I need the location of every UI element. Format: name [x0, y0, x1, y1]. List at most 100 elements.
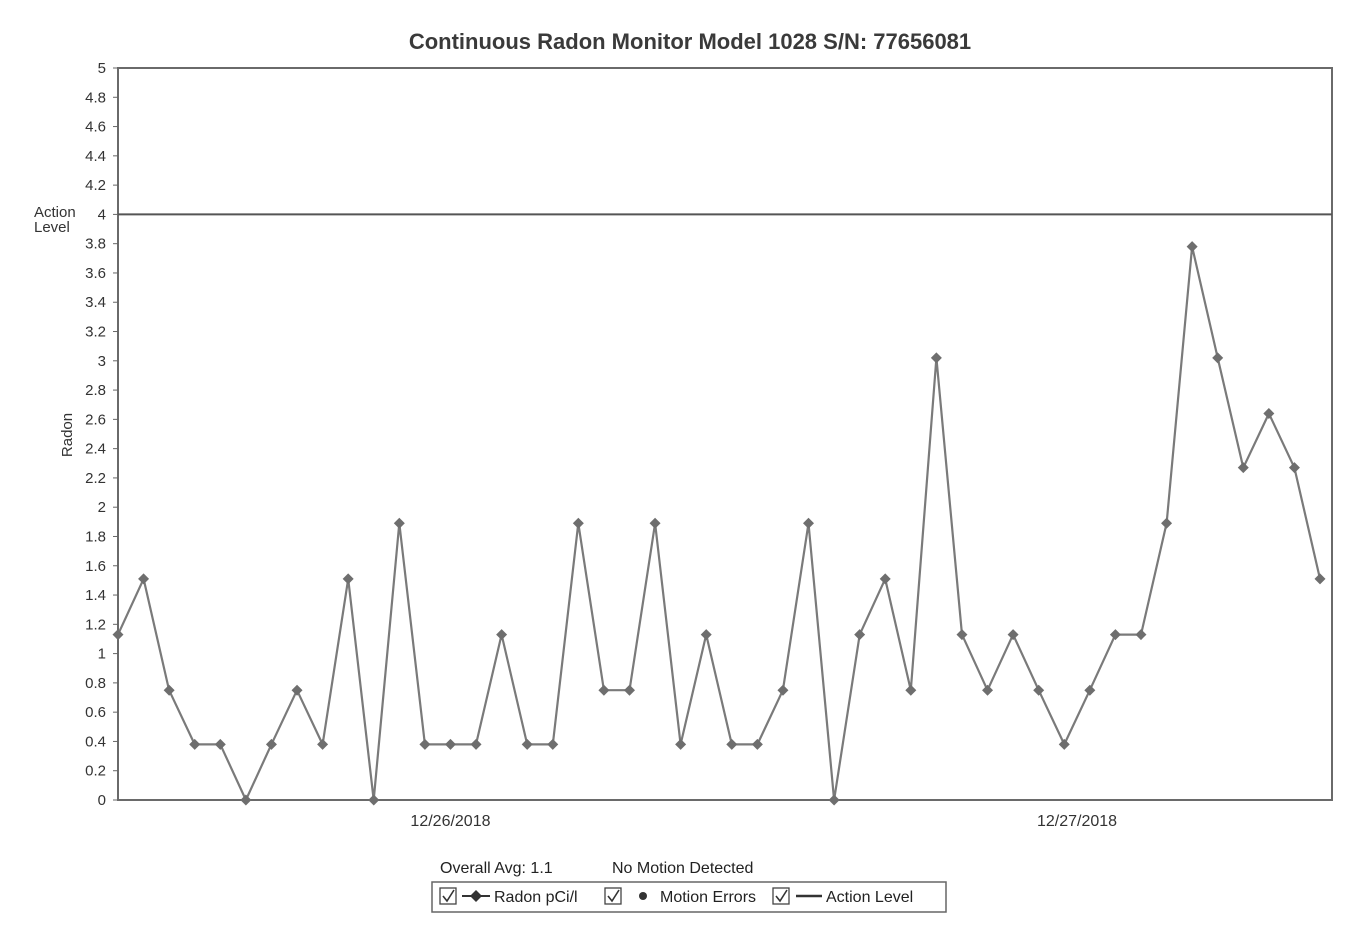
- checkmark-icon: [607, 889, 620, 903]
- radon-data-point: [675, 738, 687, 750]
- radon-data-point: [598, 684, 610, 696]
- y-tick-label: 2: [98, 499, 106, 516]
- radon-data-point: [214, 738, 226, 750]
- radon-data-point: [803, 517, 815, 529]
- radon-data-point: [1237, 462, 1249, 474]
- series-line-group: [117, 245, 1322, 802]
- radon-data-point: [547, 738, 559, 750]
- y-tick-label: 4.2: [85, 177, 106, 194]
- legend-toggle-radon[interactable]: Radon pCi/l: [439, 887, 578, 906]
- radon-data-point: [905, 684, 917, 696]
- dot-marker-icon: [639, 892, 647, 900]
- y-tick-label: 3.6: [85, 265, 106, 282]
- y-tick-label: 3.2: [85, 324, 106, 341]
- radon-data-point: [1288, 462, 1300, 474]
- radon-data-point: [317, 738, 329, 750]
- radon-data-point: [751, 738, 763, 750]
- radon-data-point: [393, 517, 405, 529]
- legend-action-label: Action Level: [826, 889, 913, 906]
- radon-data-point: [265, 738, 277, 750]
- y-tick-label: 3: [98, 353, 106, 370]
- motion-status: No Motion Detected: [612, 860, 753, 877]
- radon-data-point: [1186, 241, 1198, 253]
- y-tick-label: 5: [98, 60, 106, 77]
- radon-data-point: [1314, 573, 1326, 585]
- plot-frame: [117, 67, 1333, 801]
- radon-data-point: [291, 684, 303, 696]
- radon-data-point: [419, 738, 431, 750]
- y-tick-label: 4.8: [85, 89, 106, 106]
- radon-data-point: [444, 738, 456, 750]
- radon-data-point: [189, 738, 201, 750]
- radon-data-point: [1033, 684, 1045, 696]
- radon-data-point: [930, 352, 942, 364]
- radon-series-line: [117, 245, 1322, 802]
- radon-data-point: [112, 629, 124, 641]
- radon-data-point: [854, 629, 866, 641]
- action-level-label-line2: Level: [34, 219, 70, 236]
- y-tick-label: 1.4: [85, 587, 106, 604]
- radon-data-point: [1161, 517, 1173, 529]
- radon-data-point: [240, 794, 252, 806]
- y-tick-label: 4.6: [85, 119, 106, 136]
- y-tick-label: 1.2: [85, 616, 106, 633]
- y-tick-label: 0.4: [85, 733, 106, 750]
- radon-data-point: [726, 738, 738, 750]
- y-ticks: 0 0.2 0.4 0.6 0.8 1 1.2 1.4 1.6 1.8 2 2.2 2.4 2.6 2.8 3…: [85, 60, 118, 809]
- radon-data-point: [777, 684, 789, 696]
- radon-data-point: [521, 738, 533, 750]
- y-tick-label: 1: [98, 646, 106, 663]
- y-tick-label: 0.8: [85, 675, 106, 692]
- radon-data-point: [470, 738, 482, 750]
- y-tick-label: 2.2: [85, 470, 106, 487]
- radon-data-point: [1263, 408, 1275, 420]
- y-tick-label: 3.4: [85, 294, 106, 311]
- series-markers: [112, 241, 1326, 806]
- radon-data-point: [496, 629, 508, 641]
- radon-data-point: [1212, 352, 1224, 364]
- y-tick-label: 1.6: [85, 558, 106, 575]
- x-date-label: 12/27/2018: [1037, 813, 1117, 830]
- x-date-labels: 12/26/2018 12/27/2018: [410, 813, 1117, 830]
- checkmark-icon: [775, 889, 788, 903]
- radon-data-point: [342, 573, 354, 585]
- y-tick-label: 4.4: [85, 148, 106, 165]
- y-tick-label: 2.6: [85, 411, 106, 428]
- y-tick-label: 2.8: [85, 382, 106, 399]
- y-tick-label: 0.6: [85, 704, 106, 721]
- radon-data-point: [163, 684, 175, 696]
- radon-data-point: [138, 573, 150, 585]
- legend-motion-label: Motion Errors: [660, 889, 756, 906]
- action-level-label-line1: Action: [34, 204, 76, 221]
- y-tick-label: 3.8: [85, 236, 106, 253]
- legend: Radon pCi/l Motion Errors Action Level: [431, 881, 947, 913]
- diamond-marker-icon: [470, 890, 482, 902]
- radon-data-point: [572, 517, 584, 529]
- overall-average: Overall Avg: 1.1: [440, 860, 553, 877]
- y-tick-label: 0: [98, 792, 106, 809]
- y-axis-label: Radon: [59, 413, 76, 457]
- y-tick-label: 4: [98, 206, 106, 223]
- radon-data-point: [982, 684, 994, 696]
- radon-data-point: [1135, 629, 1147, 641]
- y-tick-label: 2.4: [85, 441, 106, 458]
- radon-data-point: [1109, 629, 1121, 641]
- legend-toggle-motion[interactable]: Motion Errors: [604, 887, 756, 906]
- checkmark-icon: [442, 889, 455, 903]
- radon-data-point: [700, 629, 712, 641]
- radon-data-point: [879, 573, 891, 585]
- y-tick-label: 1.8: [85, 528, 106, 545]
- radon-data-point: [623, 684, 635, 696]
- legend-radon-label: Radon pCi/l: [494, 889, 578, 906]
- y-tick-label: 0.2: [85, 763, 106, 780]
- radon-data-point: [1084, 684, 1096, 696]
- radon-data-point: [956, 629, 968, 641]
- legend-toggle-action[interactable]: Action Level: [772, 887, 913, 906]
- x-date-label: 12/26/2018: [410, 813, 490, 830]
- legend-box: [431, 881, 947, 913]
- radon-data-point: [368, 794, 380, 806]
- chart-title: Continuous Radon Monitor Model 1028 S/N:…: [409, 29, 971, 54]
- radon-data-point: [1058, 738, 1070, 750]
